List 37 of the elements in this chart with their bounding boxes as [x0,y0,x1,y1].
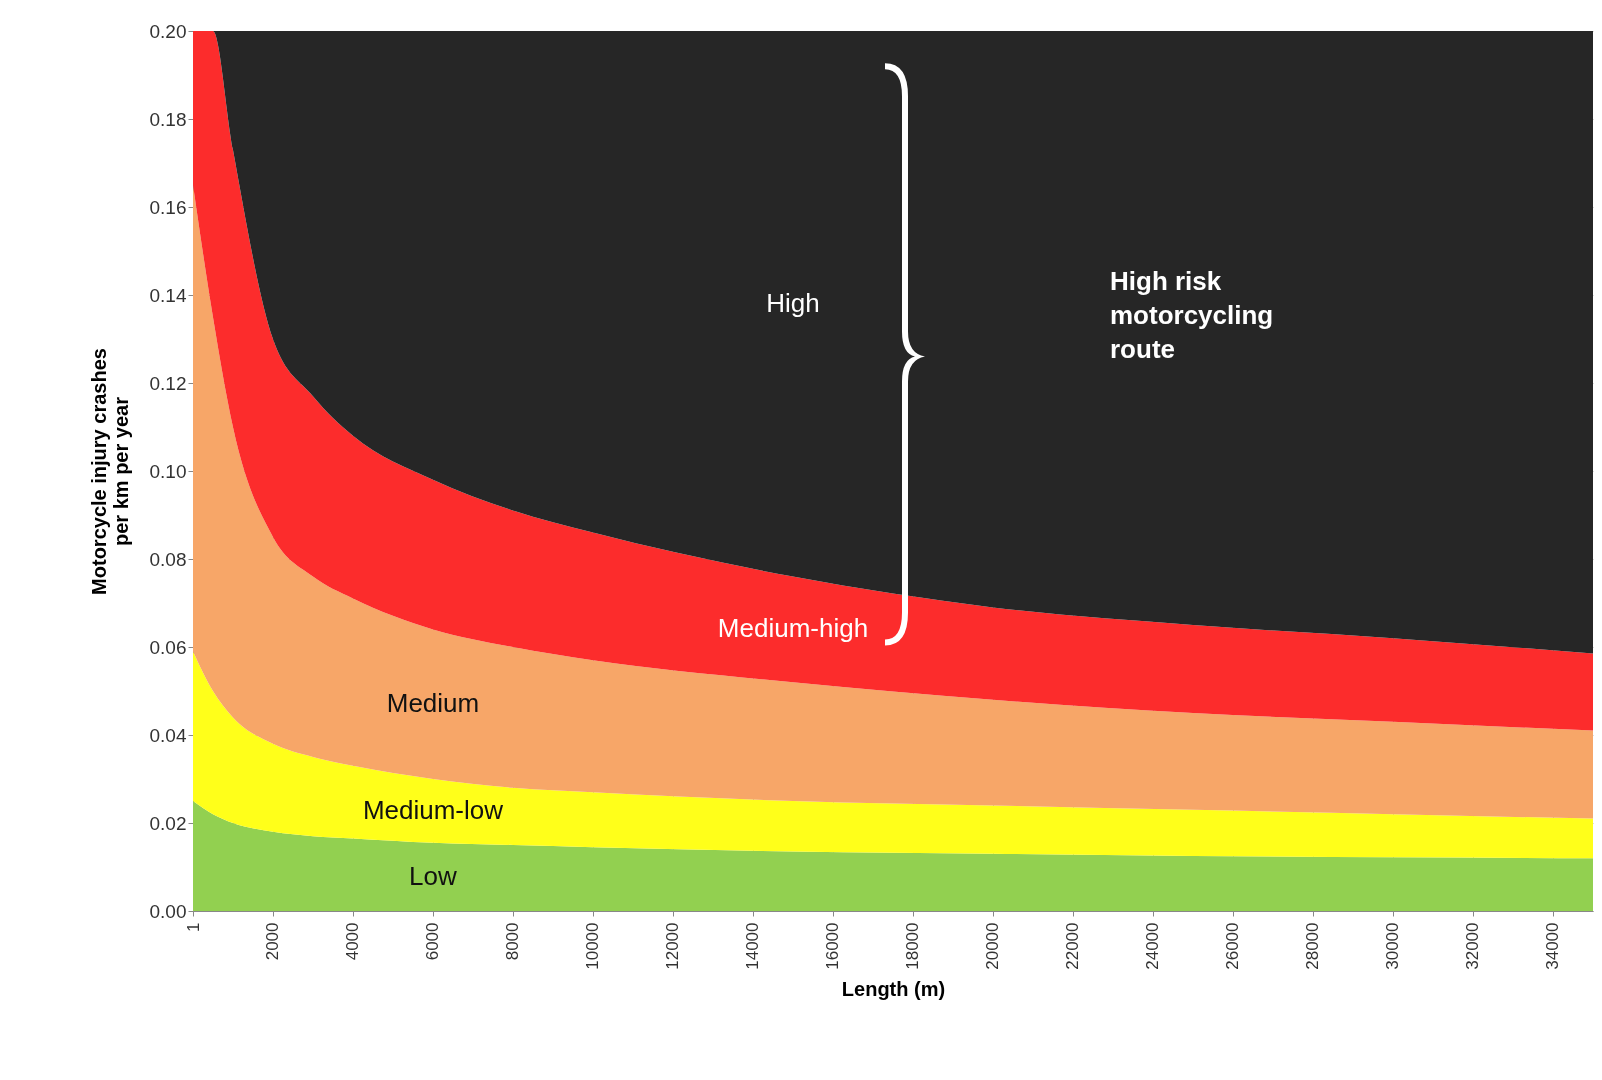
annotation: High risk motorcycling route [1110,265,1274,364]
x-tick-label: 22000 [1063,922,1083,970]
y-tick-label: 0.06 [149,636,187,658]
x-tick-label: 28000 [1303,922,1323,970]
y-tick-label: 0.12 [149,372,187,394]
x-tick-label: 30000 [1383,922,1403,970]
x-tick-label: 6000 [423,922,443,961]
series-label: Low [409,860,458,891]
x-axis-title: Length (m) [841,977,946,1000]
y-axis-title: Motorcycle injury crashes per km per year [87,348,132,595]
x-tick-label: 18000 [903,922,923,970]
series-label: High [766,287,820,318]
series-label: Medium [386,688,480,719]
x-tick-label: 12000 [663,922,683,970]
y-tick-label: 0.08 [149,548,187,570]
x-tick-label: 2000 [263,922,283,961]
x-tick-label: 24000 [1143,922,1163,970]
y-tick-label: 0.10 [149,460,187,482]
x-tick-label: 1 [183,922,203,932]
y-tick-label: 0.14 [149,284,187,306]
series-label: Medium-high [717,613,869,644]
series-label: Medium-low [362,794,504,825]
x-tick-label: 8000 [503,922,523,961]
y-tick-label: 0.18 [149,108,187,130]
x-tick-label: 16000 [823,922,843,970]
x-tick-label: 14000 [743,922,763,970]
y-tick-label: 0.20 [149,20,187,42]
x-tick-label: 20000 [983,922,1003,970]
x-tick-label: 32000 [1463,922,1483,970]
x-tick-label: 34000 [1543,922,1563,970]
x-tick-label: 4000 [343,922,363,961]
x-tick-label: 26000 [1223,922,1243,970]
y-tick-label: 0.16 [149,196,187,218]
x-tick-label: 10000 [583,922,603,970]
y-tick-label: 0.02 [149,812,187,834]
y-tick-label: 0.04 [149,724,187,746]
y-tick-label: 0.00 [149,900,187,922]
